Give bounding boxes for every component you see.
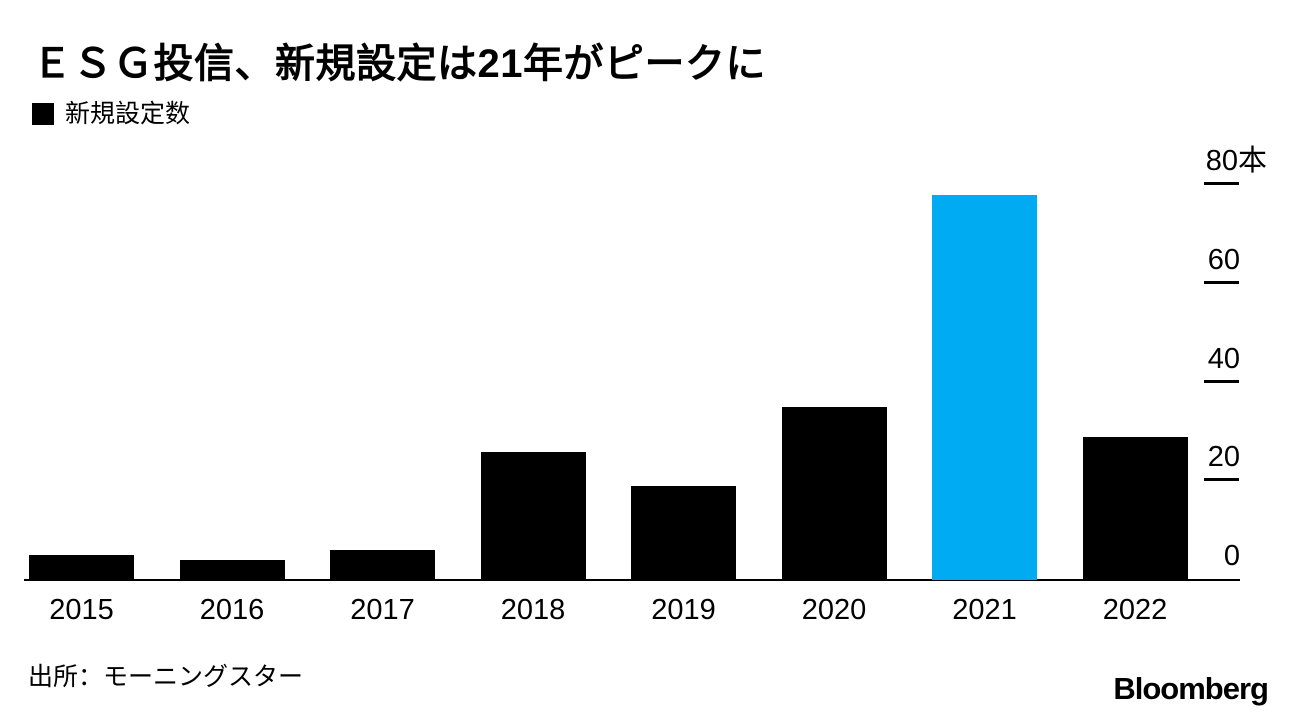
- bar-2017: [330, 550, 435, 580]
- chart-title: ＥＳＧ投信、新規設定は21年がピークに: [32, 42, 766, 86]
- x-tick-label-2019: 2019: [651, 594, 716, 626]
- bar-2020: [781, 407, 887, 580]
- x-tick-label-2021: 2021: [952, 594, 1017, 626]
- bar-2022: [1082, 436, 1188, 580]
- bar-2015: [29, 555, 134, 580]
- bar-2016: [179, 560, 285, 580]
- y-tick-label-80: 80本: [1205, 145, 1267, 178]
- bar-2018: [480, 451, 586, 580]
- y-tick-label-40: 40: [1207, 342, 1240, 375]
- y-tick-label-20: 20: [1207, 441, 1240, 474]
- x-tick-label-2017: 2017: [350, 594, 415, 626]
- x-tick-label-2015: 2015: [49, 594, 114, 626]
- y-tick-label-0: 0: [1223, 540, 1240, 572]
- legend: 新規設定数: [32, 101, 190, 127]
- bar-2021: [932, 195, 1037, 580]
- y-tick-mark-40: [1204, 379, 1239, 383]
- x-tick-label-2022: 2022: [1102, 594, 1168, 626]
- y-tick-mark-60: [1204, 281, 1239, 285]
- x-tick-label-2016: 2016: [199, 594, 265, 626]
- legend-label: 新規設定数: [65, 100, 191, 128]
- y-tick-mark-80: [1204, 182, 1239, 186]
- y-tick-label-60: 60: [1207, 244, 1240, 277]
- bar-2019: [631, 486, 736, 580]
- x-tick-label-2018: 2018: [500, 594, 566, 626]
- x-tick-label-2020: 2020: [801, 594, 867, 626]
- y-tick-mark-20: [1204, 478, 1239, 482]
- legend-swatch: [32, 103, 54, 125]
- source-note: 出所：モーニングスター: [28, 663, 304, 691]
- bloomberg-logo: Bloomberg: [1113, 671, 1269, 706]
